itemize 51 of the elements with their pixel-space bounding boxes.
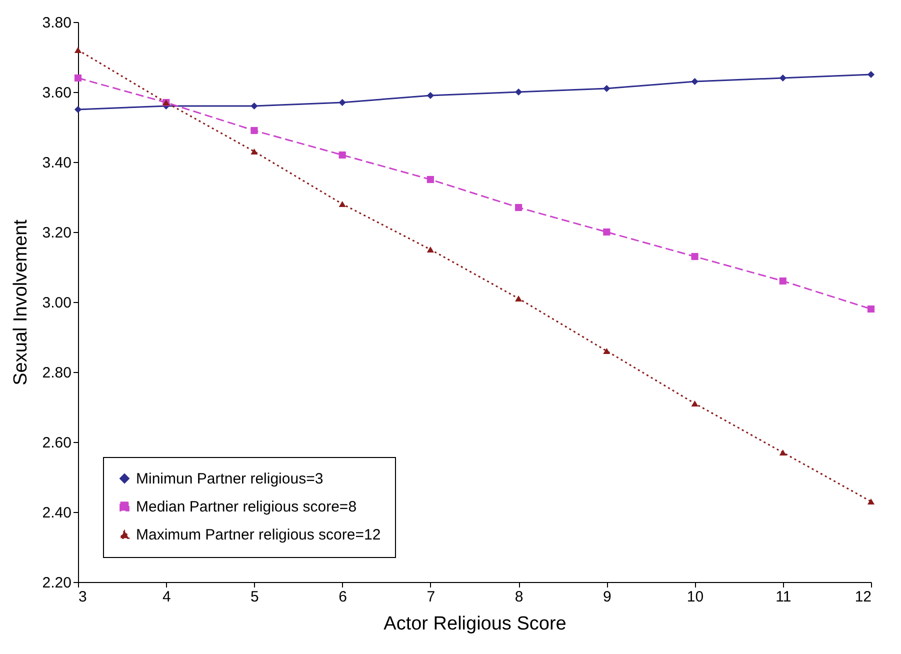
point (603, 348, 610, 354)
point (779, 74, 786, 82)
point (74, 106, 82, 114)
x-axis-title: Actor Religious Score (384, 614, 566, 634)
x-tick-label: 12 (854, 588, 872, 606)
x-tick-label: 10 (686, 588, 704, 606)
y-axis-title: Sexual Involvement (10, 218, 32, 386)
point (603, 228, 610, 236)
point (250, 102, 258, 110)
point (74, 74, 82, 82)
point (250, 148, 258, 155)
point (426, 176, 434, 184)
y-tick-label: 2.40 (42, 504, 72, 522)
point (867, 305, 875, 313)
point (603, 84, 610, 92)
x-tick-label: 6 (338, 588, 348, 606)
point (426, 246, 434, 253)
point (515, 295, 522, 302)
point (867, 70, 875, 78)
x-tick-label: 4 (162, 588, 171, 606)
point (779, 449, 786, 456)
legend-label: Median Partner religious score=8 (136, 498, 357, 516)
y-tick-label: 3.60 (42, 84, 72, 102)
point (867, 498, 875, 505)
point (691, 400, 698, 407)
point (691, 252, 698, 260)
point (426, 92, 434, 100)
y-tick-label: 2.80 (42, 364, 72, 382)
point (515, 204, 522, 212)
x-tick-label: 5 (250, 588, 259, 606)
y-tick-label: 2.60 (42, 434, 72, 452)
point (691, 78, 698, 86)
point (74, 46, 82, 54)
y-tick-label: 3.20 (42, 224, 72, 242)
point (515, 88, 522, 96)
point (338, 151, 346, 159)
point (338, 98, 346, 106)
y-tick-label: 3.40 (42, 154, 72, 172)
point (338, 200, 346, 208)
y-tick-label: 3.00 (42, 294, 72, 312)
legend-label: Maximum Partner religious score=12 (136, 526, 381, 544)
x-tick-label: 3 (78, 588, 87, 606)
x-tick-label: 7 (426, 588, 436, 606)
y-tick-label: 3.80 (42, 14, 72, 32)
x-tick-label: 8 (514, 588, 524, 606)
y-tick-label: 2.20 (42, 574, 72, 592)
x-tick-label: 9 (602, 588, 612, 606)
point (250, 126, 258, 134)
x-tick-label: 11 (776, 588, 792, 606)
point (779, 277, 786, 285)
legend-label: Minimun Partner religious=3 (136, 470, 324, 488)
